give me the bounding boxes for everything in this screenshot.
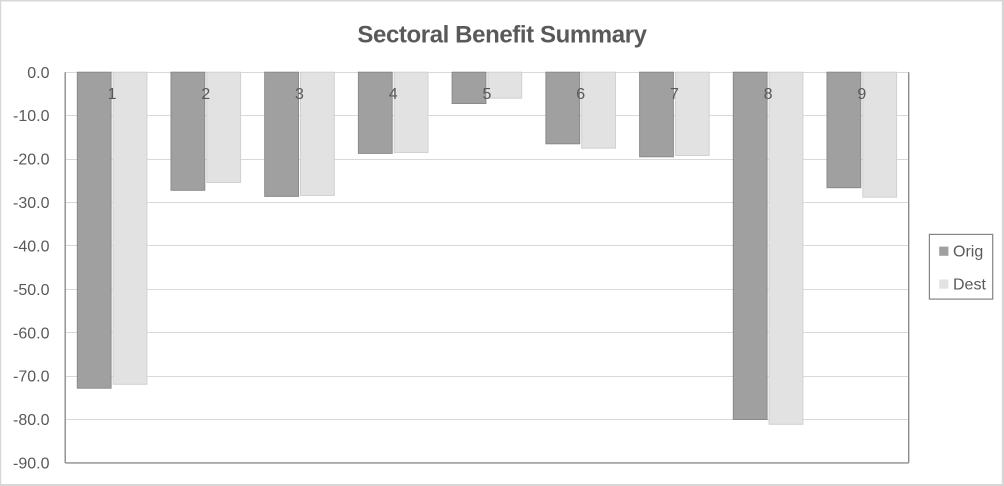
svg-text:-70.0: -70.0 [13,369,50,386]
svg-text:-40.0: -40.0 [13,238,50,255]
svg-text:3: 3 [295,86,304,103]
svg-text:Sectoral Benefit Summary: Sectoral Benefit Summary [357,22,647,49]
svg-text:Dest: Dest [953,277,986,294]
svg-text:9: 9 [857,86,866,103]
svg-text:-20.0: -20.0 [13,152,50,169]
svg-text:7: 7 [670,86,679,103]
svg-text:-90.0: -90.0 [13,456,50,473]
svg-text:-50.0: -50.0 [13,282,50,299]
svg-text:1: 1 [108,86,117,103]
svg-text:0.0: 0.0 [27,65,49,82]
svg-text:-80.0: -80.0 [13,412,50,429]
svg-text:4: 4 [389,86,398,103]
svg-text:2: 2 [201,86,210,103]
svg-text:-60.0: -60.0 [13,325,50,342]
svg-text:Orig: Orig [953,244,983,261]
svg-text:5: 5 [482,86,491,103]
svg-text:8: 8 [764,86,773,103]
svg-text:-10.0: -10.0 [13,108,50,125]
svg-text:-30.0: -30.0 [13,195,50,212]
svg-text:6: 6 [576,86,585,103]
